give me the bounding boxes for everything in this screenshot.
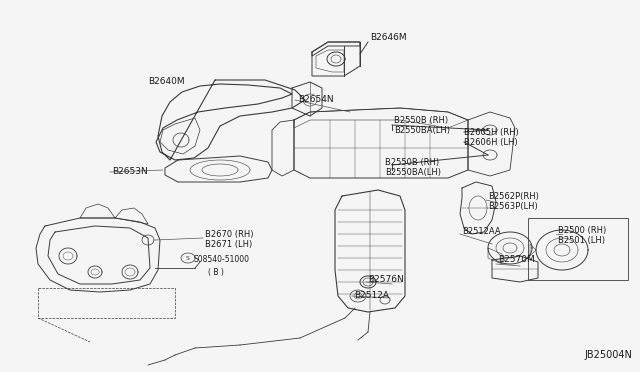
Text: S08540-51000: S08540-51000 — [193, 256, 249, 264]
Text: B2550BA(LH): B2550BA(LH) — [394, 125, 450, 135]
Text: B2500 (RH): B2500 (RH) — [558, 225, 606, 234]
Text: B2563P(LH): B2563P(LH) — [488, 202, 538, 211]
Text: B2550B (RH): B2550B (RH) — [385, 157, 439, 167]
Text: B2570M: B2570M — [498, 256, 535, 264]
Text: B2606H (LH): B2606H (LH) — [464, 138, 518, 147]
Text: B2671 (LH): B2671 (LH) — [205, 241, 252, 250]
Text: ( B ): ( B ) — [208, 267, 224, 276]
Text: B2562P(RH): B2562P(RH) — [488, 192, 539, 201]
Text: B2512AA: B2512AA — [462, 228, 500, 237]
Text: B2550BA(LH): B2550BA(LH) — [385, 167, 441, 176]
Text: B2550B (RH): B2550B (RH) — [394, 115, 448, 125]
Text: B2640M: B2640M — [148, 77, 184, 87]
Text: B2670 (RH): B2670 (RH) — [205, 231, 253, 240]
Text: S: S — [186, 256, 190, 260]
Bar — [528, 218, 628, 280]
Text: B2576N: B2576N — [368, 276, 404, 285]
Text: B2646M: B2646M — [370, 33, 406, 42]
Text: B2512A: B2512A — [354, 292, 389, 301]
Text: B2501 (LH): B2501 (LH) — [558, 235, 605, 244]
Text: B2605H (RH): B2605H (RH) — [464, 128, 519, 137]
Text: B2653N: B2653N — [112, 167, 148, 176]
Text: B2654N: B2654N — [298, 96, 333, 105]
Text: JB25004N: JB25004N — [584, 350, 632, 360]
